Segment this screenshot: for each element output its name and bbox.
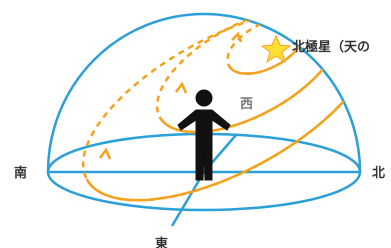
west-label: 西 xyxy=(240,97,253,112)
south-label: 南 xyxy=(14,165,27,181)
page: 北極星（天の 西 南 北 東 (() => { const data = JSO… xyxy=(0,0,391,248)
polaris-label: 北極星（天の xyxy=(292,39,370,55)
east-label: 東 xyxy=(155,236,168,248)
diagram: 北極星（天の 西 南 北 東 xyxy=(0,0,391,248)
north-label: 北 xyxy=(372,166,385,181)
